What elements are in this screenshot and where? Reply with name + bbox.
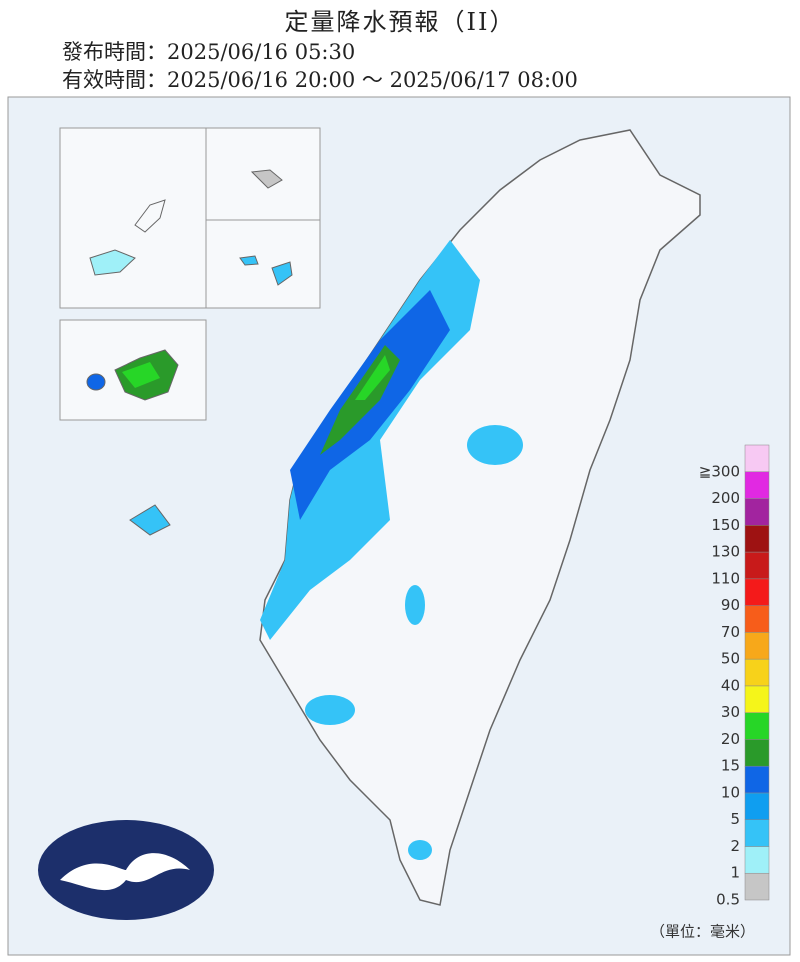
legend-swatch xyxy=(744,819,770,847)
legend: 0.5 1 2 5 10 15 20 30 40 50 70 90 110 130 150 200 ≧300 xyxy=(699,444,770,909)
legend-swatch xyxy=(744,658,770,687)
legend-label: 10 xyxy=(721,783,740,801)
islands xyxy=(86,169,293,536)
legend-label: 30 xyxy=(721,703,740,721)
legend-swatch xyxy=(744,632,770,660)
legend-swatch xyxy=(744,712,770,740)
legend-label: 90 xyxy=(721,596,740,614)
legend-label: 110 xyxy=(711,569,740,587)
legend-swatch xyxy=(744,444,770,473)
legend-swatch xyxy=(744,765,770,794)
legend-label: 130 xyxy=(711,543,740,561)
legend-swatch xyxy=(744,846,770,874)
legend-label: 2 xyxy=(730,837,740,855)
valid-time: 有效時間：2025/06/16 20:00 ～ 2025/06/17 08:00 xyxy=(62,68,578,92)
legend-label: 70 xyxy=(721,623,740,641)
legend-swatch xyxy=(744,605,770,633)
legend-swatch xyxy=(744,498,770,526)
legend-swatch xyxy=(744,739,770,767)
issue-time: 發布時間：2025/06/16 05:30 xyxy=(62,40,356,64)
legend-label: 0.5 xyxy=(716,891,740,909)
legend-swatch xyxy=(744,792,770,820)
legend-label: 200 xyxy=(711,489,740,507)
logo xyxy=(38,820,214,920)
legend-label: 15 xyxy=(721,757,740,775)
rain-areas xyxy=(260,240,523,860)
title: 定量降水預報（II） xyxy=(284,8,516,36)
legend-unit: （單位：毫米） xyxy=(650,923,755,941)
legend-swatch xyxy=(744,525,770,553)
legend-label: 1 xyxy=(730,864,740,882)
legend-swatch xyxy=(744,578,770,606)
legend-label: 5 xyxy=(730,810,740,828)
legend-label: ≧300 xyxy=(699,462,740,480)
legend-swatch xyxy=(744,551,770,580)
legend-swatch xyxy=(744,872,770,901)
legend-label: 50 xyxy=(721,650,740,668)
legend-label: 150 xyxy=(711,516,740,534)
legend-label: 40 xyxy=(721,676,740,694)
legend-label: 20 xyxy=(721,730,740,748)
legend-swatch xyxy=(744,471,770,499)
legend-swatch xyxy=(744,685,770,713)
